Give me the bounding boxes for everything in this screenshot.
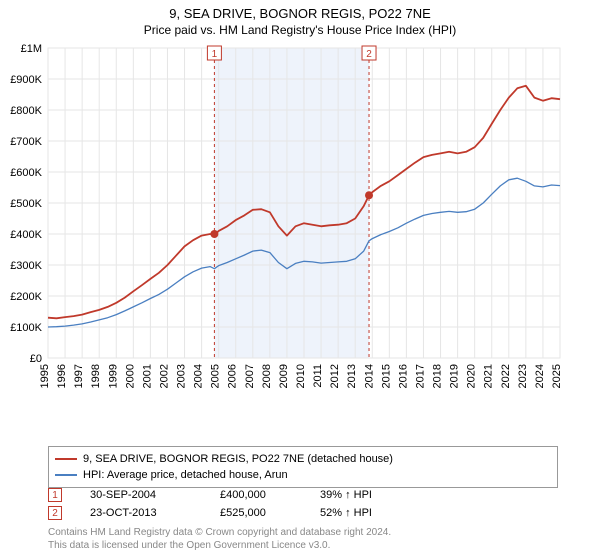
svg-text:2001: 2001: [141, 364, 153, 388]
svg-text:2020: 2020: [466, 364, 478, 388]
chart-svg: £0 £100K £200K £300K £400K £500K £600K £700K £80…: [0, 44, 600, 410]
svg-text:2010: 2010: [295, 364, 307, 388]
svg-text:£400K: £400K: [10, 229, 42, 241]
svg-text:1996: 1996: [56, 364, 68, 388]
legend-label-price: 9, SEA DRIVE, BOGNOR REGIS, PO22 7NE (de…: [83, 453, 393, 465]
marker-hpi-1: 39% ↑ HPI: [320, 489, 420, 501]
marker-num-1: 1: [52, 490, 58, 501]
svg-text:1995: 1995: [39, 364, 51, 388]
svg-text:2006: 2006: [227, 364, 239, 388]
svg-text:2022: 2022: [500, 364, 512, 388]
chart-area: £0 £100K £200K £300K £400K £500K £600K £700K £80…: [0, 44, 600, 410]
chart-container: 9, SEA DRIVE, BOGNOR REGIS, PO22 7NE Pri…: [0, 0, 600, 560]
marker-row-1: 1 30-SEP-2004 £400,000 39% ↑ HPI: [48, 486, 420, 504]
legend-label-hpi: HPI: Average price, detached house, Arun: [83, 469, 288, 481]
marker-box-2: 2: [48, 506, 62, 520]
marker-num-2: 2: [52, 508, 58, 519]
svg-text:2013: 2013: [346, 364, 358, 388]
svg-text:2002: 2002: [158, 364, 170, 388]
svg-text:2015: 2015: [380, 364, 392, 388]
svg-text:2: 2: [366, 49, 372, 60]
svg-text:£0: £0: [30, 353, 42, 365]
title-subtitle: Price paid vs. HM Land Registry's House …: [0, 23, 600, 37]
svg-text:2019: 2019: [449, 364, 461, 388]
svg-text:2014: 2014: [363, 364, 375, 388]
marker-row-2: 2 23-OCT-2013 £525,000 52% ↑ HPI: [48, 504, 420, 522]
footer-line2: This data is licensed under the Open Gov…: [48, 539, 391, 552]
marker-date-2: 23-OCT-2013: [90, 507, 220, 519]
svg-text:1999: 1999: [107, 364, 119, 388]
svg-text:£700K: £700K: [10, 136, 42, 148]
svg-text:1997: 1997: [73, 364, 85, 388]
legend-row-price: 9, SEA DRIVE, BOGNOR REGIS, PO22 7NE (de…: [55, 451, 551, 467]
svg-text:2012: 2012: [329, 364, 341, 388]
svg-text:2005: 2005: [210, 364, 222, 388]
svg-text:2000: 2000: [124, 364, 136, 388]
svg-text:2021: 2021: [483, 364, 495, 388]
marker-hpi-2: 52% ↑ HPI: [320, 507, 420, 519]
marker-date-1: 30-SEP-2004: [90, 489, 220, 501]
svg-text:2004: 2004: [193, 364, 205, 388]
marker-price-1: £400,000: [220, 489, 320, 501]
svg-text:£200K: £200K: [10, 291, 42, 303]
legend-swatch-hpi: [55, 474, 77, 476]
footer-attribution: Contains HM Land Registry data © Crown c…: [48, 526, 391, 552]
marker-price-2: £525,000: [220, 507, 320, 519]
marker-box-1: 1: [48, 488, 62, 502]
svg-text:£100K: £100K: [10, 322, 42, 334]
svg-text:1998: 1998: [90, 364, 102, 388]
svg-text:2009: 2009: [278, 364, 290, 388]
svg-text:£1M: £1M: [21, 44, 42, 55]
title-address: 9, SEA DRIVE, BOGNOR REGIS, PO22 7NE: [0, 6, 600, 21]
svg-text:2024: 2024: [534, 364, 546, 388]
svg-text:2017: 2017: [414, 364, 426, 388]
svg-text:2011: 2011: [312, 364, 324, 388]
svg-text:2003: 2003: [176, 364, 188, 388]
marker-table: 1 30-SEP-2004 £400,000 39% ↑ HPI 2 23-OC…: [48, 486, 420, 522]
svg-text:2023: 2023: [517, 364, 529, 388]
svg-text:1: 1: [212, 49, 218, 60]
title-block: 9, SEA DRIVE, BOGNOR REGIS, PO22 7NE Pri…: [0, 0, 600, 37]
svg-text:£300K: £300K: [10, 260, 42, 272]
legend-row-hpi: HPI: Average price, detached house, Arun: [55, 467, 551, 483]
svg-text:£600K: £600K: [10, 167, 42, 179]
svg-text:2016: 2016: [397, 364, 409, 388]
legend-box: 9, SEA DRIVE, BOGNOR REGIS, PO22 7NE (de…: [48, 446, 558, 488]
svg-text:£900K: £900K: [10, 74, 42, 86]
svg-text:2007: 2007: [244, 364, 256, 388]
legend-swatch-price: [55, 458, 77, 460]
svg-text:2008: 2008: [261, 364, 273, 388]
svg-text:£800K: £800K: [10, 105, 42, 117]
footer-line1: Contains HM Land Registry data © Crown c…: [48, 526, 391, 539]
svg-text:£500K: £500K: [10, 198, 42, 210]
svg-text:2018: 2018: [432, 364, 444, 388]
svg-text:2025: 2025: [551, 364, 563, 388]
